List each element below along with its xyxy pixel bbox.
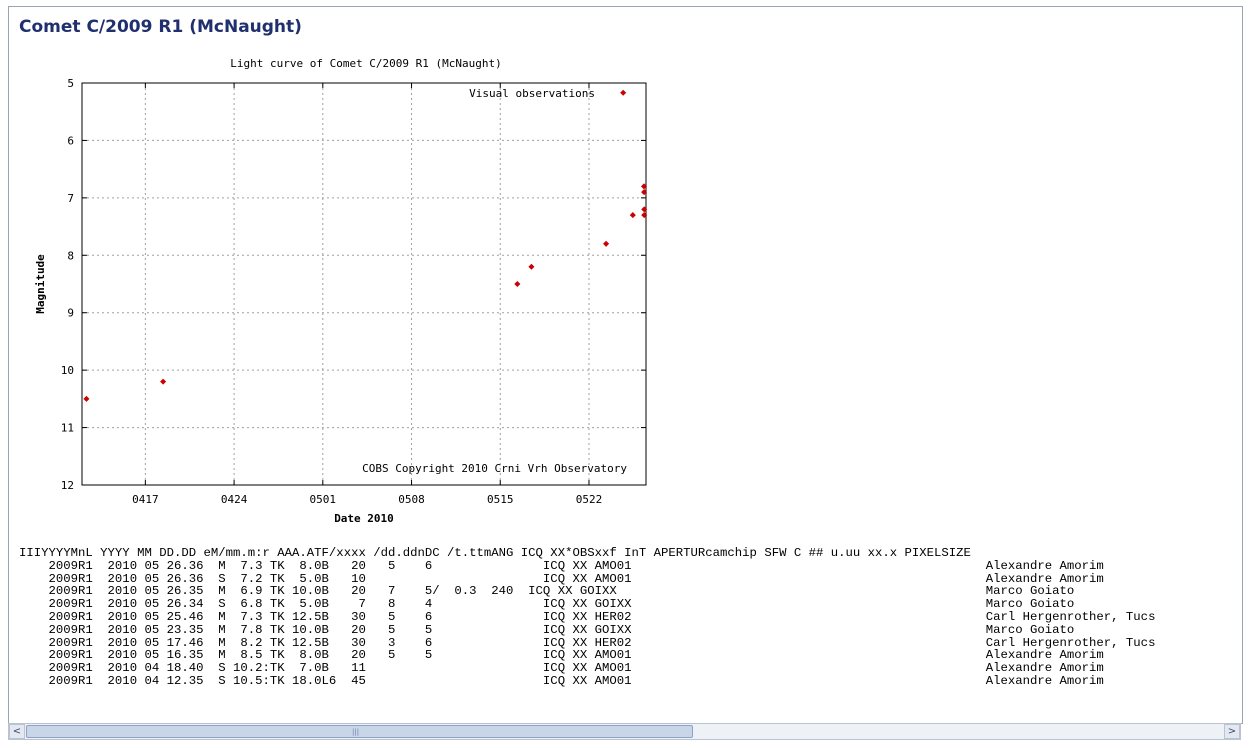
scroll-grip-icon: |||: [352, 728, 360, 736]
table-row: 2009R1 2010 05 26.34 S 6.8 TK 5.0B 7 8 4…: [19, 597, 1075, 612]
observation-record: 2009R1 2010 05 23.35 M 7.8 TK 10.0B 20 5…: [19, 622, 632, 637]
legend-entry: Visual observations: [469, 87, 595, 100]
y-tick-label: 10: [61, 364, 74, 377]
data-point: [641, 212, 648, 219]
table-row: 2009R1 2010 05 26.36 S 7.2 TK 5.0B 10 IC…: [19, 572, 1104, 586]
x-tick-label: 0522: [576, 493, 603, 506]
light-curve-chart: 5 6 7 8 9 10 11 12 0417 0424 0501 0508 0515 0522 Light…: [34, 57, 648, 525]
table-row: 2009R1 2010 04 12.35 S 10.5:TK 18.0L6 45…: [19, 674, 1104, 688]
observer-name: Alexandre Amorim: [985, 661, 1104, 676]
y-tick-label: 9: [67, 307, 74, 320]
data-point: [620, 89, 627, 96]
data-point: [641, 206, 648, 213]
scroll-left-button[interactable]: <: [9, 724, 25, 739]
observer-name: Carl Hergenrother, Tucs: [985, 635, 1156, 650]
table-row: 2009R1 2010 05 25.46 M 7.3 TK 12.5B 30 5…: [19, 609, 1156, 624]
table-row: 2009R1 2010 04 18.40 S 10.2:TK 7.0B 11 I…: [19, 661, 1104, 675]
x-tick-label: 0508: [398, 493, 425, 506]
chart-title: Light curve of Comet C/2009 R1 (McNaught…: [230, 57, 502, 70]
table-row: 2009R1 2010 05 17.46 M 8.2 TK 12.5B 30 3…: [19, 635, 1156, 650]
page-frame: Comet C/2009 R1 (McNaught) 5 6 7 8 9 10 11 12 04…: [8, 6, 1243, 724]
observation-record: 2009R1 2010 05 25.46 M 7.3 TK 12.5B 30 5…: [19, 609, 632, 624]
page-title: Comet C/2009 R1 (McNaught): [19, 17, 302, 37]
observation-record: 2009R1 2010 05 26.36 M 7.3 TK 8.0B 20 5 …: [19, 558, 632, 573]
plot-area: [82, 83, 646, 485]
data-point: [528, 263, 535, 270]
observation-record: 2009R1 2010 05 16.35 M 8.5 TK 8.0B 20 5 …: [19, 648, 632, 663]
y-axis-label: Magnitude: [34, 254, 47, 314]
data-point: [603, 240, 610, 247]
observer-name: Alexandre Amorim: [985, 648, 1104, 663]
observation-record: 2009R1 2010 04 12.35 S 10.5:TK 18.0L6 45…: [19, 673, 632, 688]
data-point: [629, 212, 636, 219]
x-tick-label: 0417: [132, 493, 159, 506]
observation-record: 2009R1 2010 05 17.46 M 8.2 TK 12.5B 30 3…: [19, 635, 632, 650]
observation-record: 2009R1 2010 05 26.36 S 7.2 TK 5.0B 10 IC…: [19, 571, 632, 586]
x-tick-label: 0424: [221, 493, 248, 506]
observer-name: Carl Hergenrother, Tucs: [985, 609, 1156, 624]
scroll-right-button[interactable]: >: [1224, 724, 1240, 739]
x-tick-label: 0501: [310, 493, 337, 506]
x-axis-label: Date 2010: [334, 512, 394, 525]
y-tick-label: 11: [61, 422, 74, 435]
table-row: 2009R1 2010 05 26.35 M 6.9 TK 10.0B 20 7…: [19, 584, 1075, 599]
observer-name: Marco Goiato: [985, 584, 1075, 599]
observations-table: IIIYYYYMnL YYYY MM DD.DD eM/mm.m:r AAA.A…: [19, 547, 1155, 688]
observer-name: Marco Goiato: [985, 597, 1075, 612]
data-point: [640, 183, 647, 190]
observer-name: Alexandre Amorim: [985, 673, 1104, 688]
observation-record: 2009R1 2010 04 18.40 S 10.2:TK 7.0B 11 I…: [19, 661, 632, 676]
table-header: IIIYYYYMnL YYYY MM DD.DD eM/mm.m:r AAA.A…: [19, 546, 971, 560]
y-tick-label: 6: [67, 134, 74, 147]
observation-record: 2009R1 2010 05 26.34 S 6.8 TK 5.0B 7 8 4…: [19, 597, 632, 612]
data-point: [641, 189, 648, 196]
horizontal-scrollbar[interactable]: < ||| >: [8, 723, 1241, 740]
x-tick-label: 0515: [487, 493, 514, 506]
table-row: 2009R1 2010 05 26.36 M 7.3 TK 8.0B 20 5 …: [19, 559, 1104, 573]
data-point: [160, 378, 167, 385]
scroll-thumb[interactable]: |||: [26, 725, 693, 738]
data-point: [514, 280, 521, 288]
observation-record: 2009R1 2010 05 26.35 M 6.9 TK 10.0B 20 7…: [19, 584, 617, 599]
y-tick-label: 7: [67, 192, 74, 205]
plot-frame: [81, 82, 647, 486]
observer-name: Marco Goiato: [985, 622, 1075, 637]
observer-name: Alexandre Amorim: [985, 571, 1104, 586]
data-point: [83, 395, 90, 402]
copyright-annotation: COBS Copyright 2010 Crni Vrh Observatory: [362, 462, 627, 475]
y-tick-label: 5: [67, 77, 74, 90]
table-row: 2009R1 2010 05 16.35 M 8.5 TK 8.0B 20 5 …: [19, 648, 1104, 662]
table-row: 2009R1 2010 05 23.35 M 7.8 TK 10.0B 20 5…: [19, 622, 1075, 637]
y-tick-label: 8: [67, 249, 74, 262]
observer-name: Alexandre Amorim: [985, 558, 1104, 573]
y-tick-label: 12: [61, 479, 74, 492]
